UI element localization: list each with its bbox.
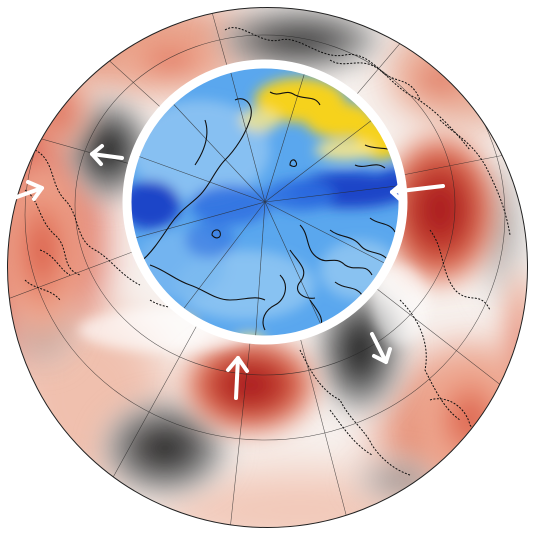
- arrow-south: [226, 356, 249, 400]
- warm-south: [175, 330, 325, 440]
- arrow-southeast: [370, 332, 392, 364]
- warm-east: [375, 125, 505, 295]
- arrow-east: [390, 180, 445, 205]
- arrow-west: [12, 180, 44, 201]
- arrow-northwest: [90, 144, 124, 166]
- inner-polar-field: [127, 64, 403, 340]
- flow-arrows: [12, 144, 445, 400]
- globe-outline: [7, 7, 528, 528]
